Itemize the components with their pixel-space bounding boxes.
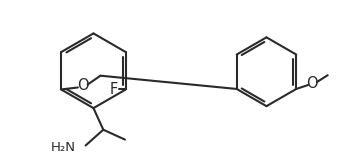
Text: H₂N: H₂N	[51, 141, 76, 154]
Text: O: O	[306, 75, 318, 91]
Text: O: O	[77, 78, 89, 93]
Text: F: F	[110, 82, 118, 97]
